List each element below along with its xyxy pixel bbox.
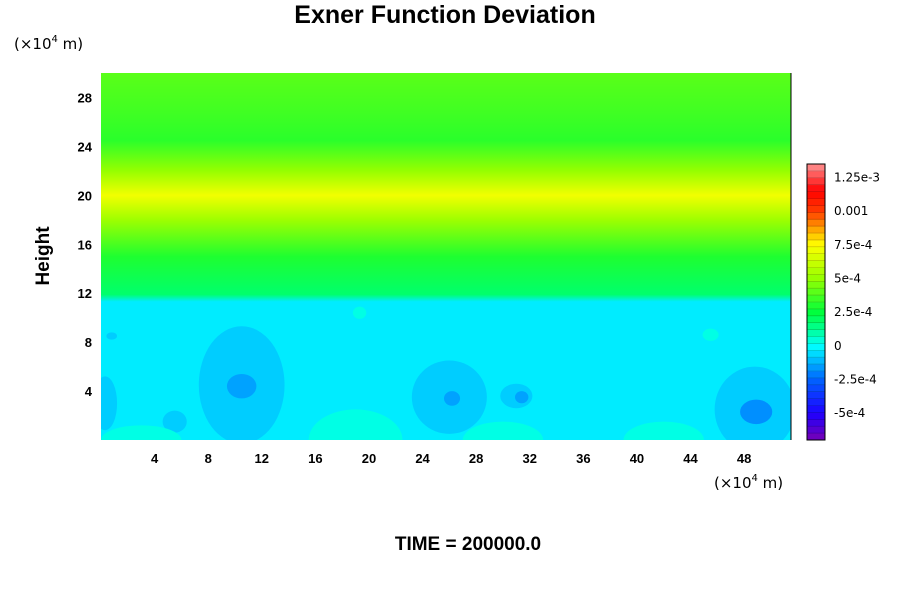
y-tick-label: 8 [85, 335, 92, 350]
colorbar-segment [807, 419, 825, 427]
contour-feature [740, 399, 773, 425]
time-label: TIME = 200000.0 [395, 534, 541, 555]
chart-title: Exner Function Deviation [294, 1, 595, 29]
x-tick-label: 28 [469, 451, 483, 466]
colorbar-segment [807, 391, 825, 399]
y-axis-ticks: 4 8 12 16 20 24 28 [78, 90, 93, 399]
colorbar-segment [807, 371, 825, 379]
colorbar-segment [807, 253, 825, 261]
colorbar-segment [807, 205, 825, 213]
colorbar-segment [807, 288, 825, 296]
x-tick-label: 36 [576, 451, 590, 466]
colorbar-segment [807, 184, 825, 192]
contour-feature [702, 328, 719, 341]
colorbar-segment [807, 357, 825, 365]
colorbar-label: 1.25e-3 [834, 170, 880, 184]
contour-feature [106, 332, 118, 340]
colorbar-segment [807, 191, 825, 199]
colorbar-segment [807, 343, 825, 351]
colorbar-segment [807, 329, 825, 337]
colorbar-segment [807, 274, 825, 282]
colorbar-segment [807, 322, 825, 330]
y-axis-unit: (×104 m) [14, 34, 83, 53]
y-tick-label: 12 [78, 286, 92, 301]
colorbar-label: -5e-4 [834, 406, 865, 420]
colorbar-segment [807, 295, 825, 303]
colorbar-segment [807, 302, 825, 310]
colorbar-segment [807, 384, 825, 393]
contour-feature [515, 391, 529, 404]
colorbar-segment [807, 405, 825, 413]
plot-area [101, 73, 791, 440]
colorbar-segment [807, 239, 825, 248]
y-tick-label: 20 [78, 188, 92, 203]
colorbar-segment [807, 364, 825, 372]
colorbar-segment [807, 164, 825, 172]
colorbar-segment [807, 267, 825, 275]
colorbar-segment [807, 336, 825, 344]
colorbar-segment [807, 350, 825, 358]
contour-features [101, 306, 791, 440]
colorbar-segment [807, 177, 825, 186]
colorbar-segment [807, 281, 825, 289]
contour-feature [623, 421, 704, 440]
contour-feature [226, 373, 257, 399]
contour-feature [162, 410, 187, 433]
x-tick-label: 12 [255, 451, 269, 466]
colorbar-segment [807, 377, 825, 386]
colorbar-segment [807, 170, 825, 179]
colorbar-segment [807, 226, 825, 234]
colorbar-label: -2.5e-4 [834, 372, 877, 386]
x-axis-ticks: 4 8 12 16 20 24 28 32 36 40 44 48 [151, 451, 751, 466]
colorbar-segment [807, 398, 825, 406]
contour-feature [101, 425, 182, 440]
x-tick-label: 20 [362, 451, 376, 466]
x-tick-label: 16 [308, 451, 322, 466]
x-tick-label: 44 [683, 451, 698, 466]
contour-feature [308, 409, 403, 440]
colorbar-segment [807, 198, 825, 206]
colorbar-labels: 1.25e-3 0.001 7.5e-4 5e-4 2.5e-4 0 -2.5e-4 -5e-… [834, 170, 880, 420]
contour-feature [352, 306, 367, 319]
y-tick-label: 24 [78, 139, 93, 154]
colorbar-segment [807, 212, 825, 220]
colorbar-segment [807, 433, 825, 441]
contour-feature [462, 421, 544, 440]
colorbar-segment [807, 260, 825, 268]
colorbar-segment [807, 308, 825, 317]
colorbar-segment [807, 233, 825, 241]
y-tick-label: 16 [78, 237, 92, 252]
colorbar-label: 2.5e-4 [834, 305, 872, 319]
colorbar-segment [807, 219, 825, 227]
colorbar-segment [807, 246, 825, 255]
colorbar-segment [807, 315, 825, 324]
colorbar-segment [807, 426, 825, 434]
y-tick-label: 28 [78, 90, 92, 105]
y-axis-label: Height [33, 226, 54, 286]
colorbar-label: 5e-4 [834, 271, 861, 285]
colorbar-segment [807, 412, 825, 420]
colorbar-border [806, 163, 826, 441]
contour-feature [443, 391, 461, 406]
x-axis-unit: (×104 m) [714, 473, 783, 492]
x-tick-label: 4 [151, 451, 159, 466]
y-tick-label: 4 [85, 384, 93, 399]
colorbar-label: 0 [834, 339, 842, 353]
x-tick-label: 24 [415, 451, 430, 466]
x-tick-label: 40 [630, 451, 644, 466]
colorbar-label: 7.5e-4 [834, 238, 872, 252]
colorbar [806, 163, 826, 441]
contour-feature [101, 376, 118, 431]
x-tick-label: 8 [205, 451, 212, 466]
colorbar-label: 0.001 [834, 204, 868, 218]
x-tick-label: 48 [737, 451, 751, 466]
x-tick-label: 32 [523, 451, 537, 466]
